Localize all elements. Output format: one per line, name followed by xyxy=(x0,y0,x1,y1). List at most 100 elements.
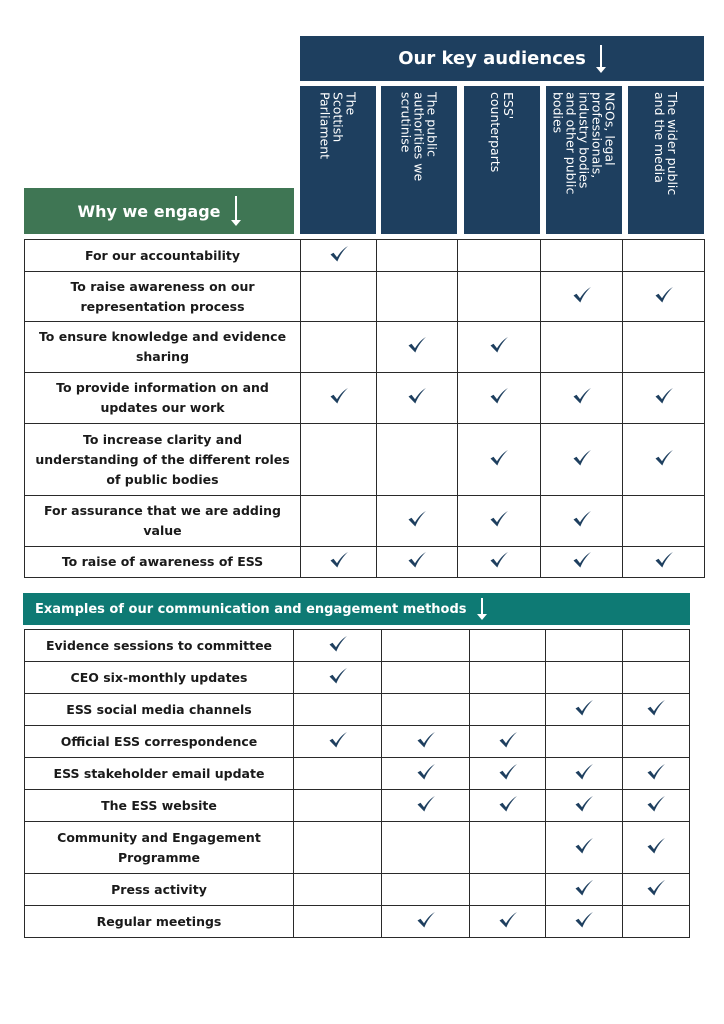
check-icon xyxy=(647,795,665,811)
check-cell xyxy=(300,239,377,272)
check-cell xyxy=(381,905,470,938)
check-cell xyxy=(622,372,705,424)
check-cell xyxy=(540,546,623,578)
methods-table: Evidence sessions to committee CEO six-mo… xyxy=(24,629,690,938)
check-cell xyxy=(540,372,623,424)
check-icon xyxy=(417,763,435,779)
check-icon xyxy=(573,388,591,404)
check-cell xyxy=(469,905,546,938)
check-cell xyxy=(622,629,690,662)
methods-header: Examples of our communication and engage… xyxy=(23,593,690,625)
check-icon xyxy=(655,286,673,302)
check-cell xyxy=(293,873,382,906)
check-icon xyxy=(573,511,591,527)
check-cell xyxy=(381,789,470,822)
why-we-engage-table: For our accountability To raise awareness… xyxy=(24,239,705,578)
check-icon xyxy=(499,795,517,811)
table-row: Community and Engagement Programme xyxy=(24,821,690,874)
check-cell xyxy=(457,271,541,322)
row-label: CEO six-monthly updates xyxy=(24,661,294,694)
check-cell xyxy=(545,789,623,822)
check-icon xyxy=(573,286,591,302)
check-cell xyxy=(381,757,470,790)
check-icon xyxy=(575,837,593,853)
audiences-title: Our key audiences xyxy=(398,48,586,69)
check-icon xyxy=(329,731,347,747)
row-label: Regular meetings xyxy=(24,905,294,938)
check-icon xyxy=(330,245,348,261)
check-cell xyxy=(376,239,458,272)
check-cell xyxy=(545,757,623,790)
check-icon xyxy=(575,911,593,927)
table-row: For assurance that we are adding value xyxy=(24,495,705,547)
check-icon xyxy=(408,337,426,353)
check-icon xyxy=(408,511,426,527)
table-row: Official ESS correspondence xyxy=(24,725,690,758)
table-row: CEO six-monthly updates xyxy=(24,661,690,694)
check-cell xyxy=(457,372,541,424)
check-icon xyxy=(499,911,517,927)
table-row: ESS social media channels xyxy=(24,693,690,726)
check-cell xyxy=(381,873,470,906)
check-icon xyxy=(655,449,673,465)
audience-public-authorities: The public authorities we scrutinise xyxy=(381,86,457,234)
check-cell xyxy=(540,239,623,272)
check-icon xyxy=(490,449,508,465)
row-label: ESS stakeholder email update xyxy=(24,757,294,790)
table-row: For our accountability xyxy=(24,239,705,272)
arrow-down-icon xyxy=(230,196,241,226)
check-icon xyxy=(575,699,593,715)
check-cell xyxy=(293,821,382,874)
check-cell xyxy=(545,693,623,726)
check-cell xyxy=(545,821,623,874)
why-title: Why we engage xyxy=(77,201,221,221)
audience-scottish-parliament: The Scottish Parliament xyxy=(300,86,376,234)
check-cell xyxy=(622,789,690,822)
audience-wider-public-media: The wider public and the media xyxy=(628,86,704,234)
check-cell xyxy=(376,271,458,322)
check-cell xyxy=(293,905,382,938)
check-icon xyxy=(573,552,591,568)
check-cell xyxy=(540,495,623,547)
check-cell xyxy=(293,693,382,726)
check-cell xyxy=(469,629,546,662)
check-cell xyxy=(622,546,705,578)
check-icon xyxy=(490,511,508,527)
check-cell xyxy=(545,661,623,694)
table-row: To raise awareness on our representation… xyxy=(24,271,705,322)
table-row: To provide information on and updates ou… xyxy=(24,372,705,424)
check-icon xyxy=(329,667,347,683)
row-label: Community and Engagement Programme xyxy=(24,821,294,874)
table-row: The ESS website xyxy=(24,789,690,822)
check-cell xyxy=(622,757,690,790)
check-cell xyxy=(300,321,377,373)
arrow-down-icon xyxy=(476,598,487,620)
check-cell xyxy=(381,693,470,726)
check-cell xyxy=(469,661,546,694)
check-cell xyxy=(381,725,470,758)
check-cell xyxy=(469,757,546,790)
check-cell xyxy=(540,321,623,373)
check-icon xyxy=(490,552,508,568)
table-row: Evidence sessions to committee xyxy=(24,629,690,662)
check-cell xyxy=(622,271,705,322)
table-row: ESS stakeholder email update xyxy=(24,757,690,790)
arrow-down-icon xyxy=(595,44,606,73)
check-cell xyxy=(622,821,690,874)
check-cell xyxy=(540,271,623,322)
check-cell xyxy=(293,661,382,694)
check-icon xyxy=(490,337,508,353)
row-label: For our accountability xyxy=(24,239,301,272)
check-cell xyxy=(457,495,541,547)
audience-ess-counterparts: ESS' counterparts xyxy=(464,86,540,234)
check-cell xyxy=(457,423,541,496)
check-icon xyxy=(417,731,435,747)
check-icon xyxy=(573,449,591,465)
check-cell xyxy=(457,321,541,373)
row-label: Press activity xyxy=(24,873,294,906)
check-cell xyxy=(545,629,623,662)
check-cell xyxy=(381,821,470,874)
check-icon xyxy=(575,763,593,779)
check-icon xyxy=(408,552,426,568)
check-cell xyxy=(457,546,541,578)
